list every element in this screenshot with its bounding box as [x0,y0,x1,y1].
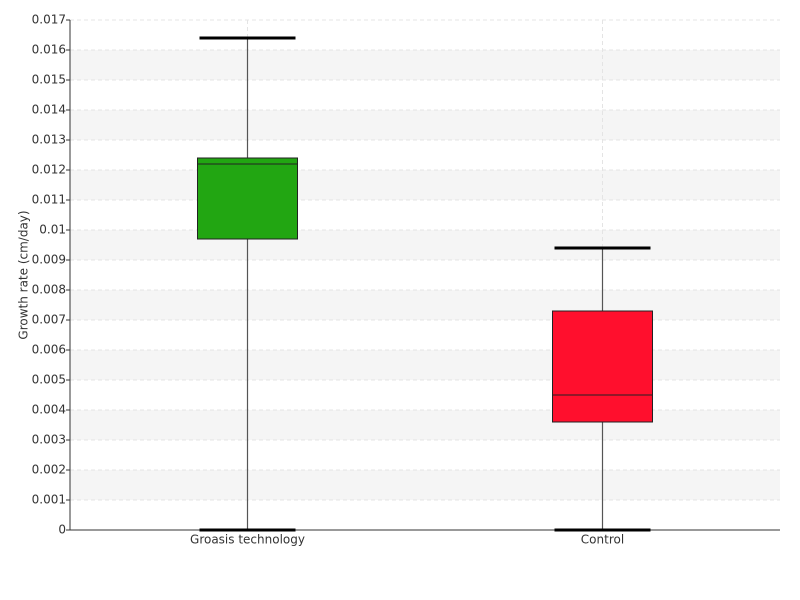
y-tick-label: 0.009 [32,253,66,267]
y-tick-label: 0 [58,523,66,537]
y-tick-label: 0.012 [32,163,66,177]
y-tick-label: 0.006 [32,343,66,357]
grid-band [70,410,780,440]
grid-band [70,170,780,200]
y-tick-label: 0.002 [32,463,66,477]
y-tick-label: 0.007 [32,313,66,327]
box [552,310,653,423]
y-axis-label: Growth rate (cm/day) [17,210,31,339]
y-tick-label: 0.005 [32,373,66,387]
y-tick-label: 0.01 [39,223,66,237]
grid-band [70,110,780,140]
grid-band [70,290,780,320]
y-tick-label: 0.008 [32,283,66,297]
grid-band [70,230,780,260]
y-tick-label: 0.014 [32,103,66,117]
y-tick-label: 0.013 [32,133,66,147]
grid-band [70,350,780,380]
y-tick-label: 0.004 [32,403,66,417]
y-tick-label: 0.016 [32,43,66,57]
x-tick-label: Control [581,533,624,547]
y-tick-label: 0.001 [32,493,66,507]
y-tick-label: 0.011 [32,193,66,207]
grid-band [70,50,780,80]
grid-band [70,470,780,500]
y-tick-label: 0.003 [32,433,66,447]
y-tick-label: 0.015 [32,73,66,87]
x-tick-label: Groasis technology [190,533,305,547]
box [197,157,298,240]
y-tick-label: 0.017 [32,13,66,27]
